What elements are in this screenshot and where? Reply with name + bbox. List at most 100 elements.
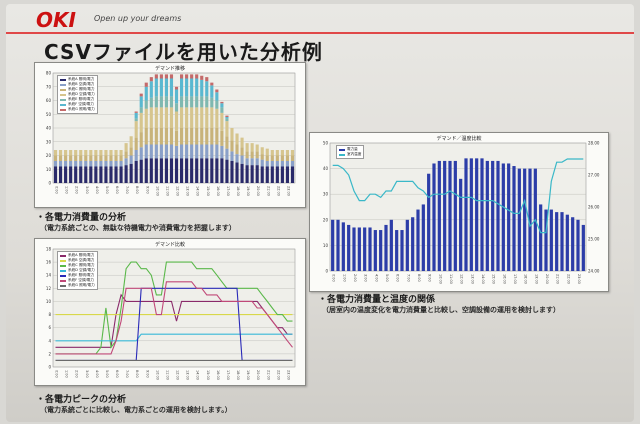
consumption-bar [205,96,209,108]
consumption-bar [215,128,219,145]
temperature-bar [421,204,425,271]
consumption-x-tick-label: 3:00 [85,186,89,194]
header: OKI Open up your dreams [6,4,634,32]
temperature-bar [357,227,361,271]
tagline: Open up your dreams [94,14,182,23]
temperature-bar [560,212,564,271]
consumption-bar [215,92,219,101]
temperature-bar [491,160,495,271]
consumption-bar [265,166,269,183]
peak-legend-item: 系統F 空調/電力 [60,278,95,283]
consumption-bar [205,128,209,145]
consumption-chart-panel: デマンド推移 0 10 20 30 40 50 60 70 80 0:00 1:00 2:00 3:00… [34,62,306,208]
consumption-bar [139,159,143,183]
consumption-bar [220,130,224,146]
peak-y-tick-label: 12 [46,286,52,291]
consumption-bar [195,78,199,97]
temperature-x-tick-label: 16:00 [502,274,506,284]
consumption-bar [280,150,284,156]
legend-label: 系統A 照明/電力 [68,253,95,257]
consumption-bar [154,128,158,145]
peak-y-tick-label: 6 [48,325,51,330]
consumption-bar [260,166,264,183]
consumption-bar [169,96,174,108]
consumption-bar [129,163,133,183]
consumption-bar [69,150,73,156]
consumption-bar [250,158,254,166]
temperature-y-tick-label: 50 [323,141,329,146]
consumption-x-tick-label: 1:00 [65,186,69,194]
consumption-bar [164,96,169,108]
consumption-bar [99,166,103,183]
consumption-bar [164,78,169,97]
consumption-bar [53,166,58,183]
consumption-bar [290,150,295,156]
legend-label: 系統B 空調/電力 [68,258,95,262]
legend-label: 電力量 [347,147,358,151]
consumption-bar [114,161,118,167]
consumption-bar [290,161,295,167]
consumption-bar [255,158,259,166]
consumption-bar [270,150,274,156]
consumption-bar [220,112,224,131]
consumption-bar [285,155,290,161]
consumption-bar [159,96,163,108]
consumption-bar [210,107,214,128]
temperature-x-tick-label: 10:00 [438,274,442,284]
temperature-y-tick-label: 20 [323,217,329,222]
peak-legend-item: 系統B 空調/電力 [60,258,95,263]
legend-label: 室内温度 [347,152,362,156]
consumption-bar [190,128,194,145]
peak-x-tick-label: 17:00 [226,370,230,380]
consumption-bar [169,78,174,97]
consumption-bar [225,136,229,149]
consumption-bar [99,150,103,156]
consumption-bar [74,166,78,183]
temperature-x-tick-label: 21:00 [556,274,560,284]
peak-x-tick-label: 6:00 [115,370,119,378]
consumption-bar [58,150,63,156]
consumption-bar [260,159,264,167]
consumption-bar [185,96,189,108]
consumption-x-tick-label: 9:00 [145,186,149,194]
legend-swatch [60,269,66,272]
consumption-y-tick-label: 80 [46,71,52,76]
temperature-bar [565,214,569,271]
consumption-bar [134,118,138,122]
consumption-bar [159,158,163,183]
consumption-bar [190,78,194,97]
consumption-x-tick-label: 2:00 [75,186,79,194]
consumption-bar [79,150,83,156]
temperature-y2-tick-label: 24.00 [588,269,600,274]
consumption-bar [235,154,239,163]
temperature-y2-tick-label: 28.00 [588,141,600,146]
temperature-bar [453,160,457,271]
consumption-bar [69,166,73,183]
temperature-bar [336,219,340,271]
consumption-bar [114,155,118,161]
consumption-bar [174,130,179,146]
legend-swatch [60,279,66,282]
consumption-legend-item: 系統A 照明/電力 [60,77,95,82]
consumption-bar [164,144,169,159]
consumption-bar [179,74,184,79]
peak-series-line [55,333,293,342]
consumption-x-tick-label: 14:00 [196,186,200,196]
consumption-bar [139,107,143,113]
consumption-bar [240,137,244,148]
consumption-bar [58,166,63,183]
consumption-bar [94,166,98,183]
consumption-bar [240,147,244,156]
peak-x-tick-label: 11:00 [165,370,169,380]
consumption-bar [200,75,204,80]
consumption-bar [220,103,224,108]
temperature-x-tick-label: 12:00 [460,274,464,284]
consumption-bar [159,78,163,97]
consumption-bar [220,158,224,183]
consumption-bar [94,150,98,156]
temperature-bar [464,158,468,271]
consumption-bar [185,158,189,183]
consumption-bar [285,161,290,167]
consumption-bar [154,144,158,159]
consumption-subcaption: （電力系統ごとの、無駄な待機電力や消費電力を把握します） [40,224,236,232]
